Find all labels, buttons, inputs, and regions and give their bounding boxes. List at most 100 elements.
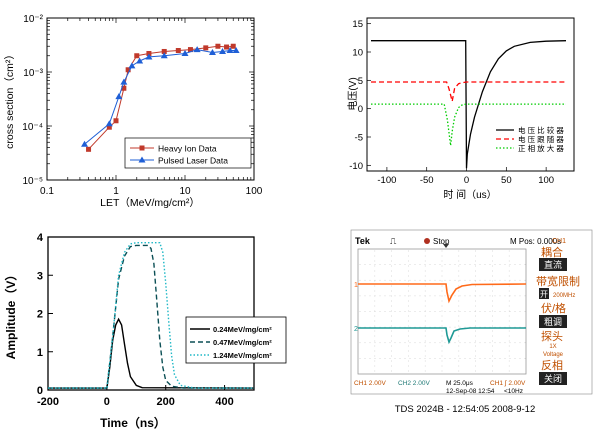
grid-dot xyxy=(492,330,493,332)
grid-dot xyxy=(508,360,510,362)
grid-dot xyxy=(424,360,426,362)
grid-dot xyxy=(414,264,416,266)
grid-dot xyxy=(475,270,476,272)
comparator-voltage-chart: -100 -50 0 50 100 -10 -5 0 5 10 15 时 间（us） 电压(V) 电… xyxy=(300,0,600,215)
grid-dot xyxy=(514,279,516,281)
grid-dot xyxy=(489,279,491,281)
grid-dot xyxy=(439,264,441,266)
grid-dot xyxy=(475,330,476,332)
grid-dot xyxy=(458,270,460,272)
grid-dot xyxy=(391,300,392,302)
grid-dot xyxy=(492,355,493,357)
grid-dot xyxy=(489,311,491,312)
grid-dot xyxy=(424,290,426,292)
grid-dot xyxy=(504,357,506,359)
grid-dot xyxy=(484,295,486,297)
stop-icon xyxy=(424,238,430,244)
grid-dot xyxy=(408,350,409,352)
data-point xyxy=(134,53,140,59)
grid-dot xyxy=(364,295,366,297)
coupling-value[interactable]: 直流 xyxy=(544,259,562,270)
grid-dot xyxy=(384,311,386,312)
grid-dot xyxy=(441,285,443,287)
vdiv-value[interactable]: 粗调 xyxy=(544,316,562,327)
grid-dot xyxy=(424,295,426,297)
vdiv-label[interactable]: 伏/格 xyxy=(541,301,566,315)
grid-dot xyxy=(492,360,493,362)
grid-dot xyxy=(492,365,493,367)
grid-dot xyxy=(424,342,426,344)
grid-dot xyxy=(414,279,416,281)
grid-dot xyxy=(508,255,510,257)
y-tick-label: 10⁻³ xyxy=(23,68,43,79)
grid-dot xyxy=(391,295,392,297)
grid-dot xyxy=(484,264,486,266)
data-point xyxy=(128,62,136,69)
grid-dot xyxy=(391,340,392,342)
menu-header: CH1 xyxy=(552,238,566,245)
grid-dot xyxy=(424,275,426,277)
grid-dot xyxy=(492,280,493,282)
grid-dot xyxy=(399,357,401,359)
graticule xyxy=(357,248,527,375)
x-tick-label: 100 xyxy=(538,175,554,186)
grid-dot xyxy=(369,264,371,266)
grid-dot xyxy=(434,342,436,344)
grid-dot xyxy=(499,295,501,297)
grid-dot xyxy=(458,255,460,257)
data-point xyxy=(115,93,123,100)
grid-dot xyxy=(441,280,443,282)
grid-dot xyxy=(504,264,506,266)
data-point xyxy=(121,85,127,91)
coupling-label[interactable]: 耦合 xyxy=(541,245,563,259)
grid-dot xyxy=(519,264,521,266)
plot-frame xyxy=(366,17,575,172)
grid-dot xyxy=(379,279,381,281)
grid-dot xyxy=(459,279,461,281)
grid-dot xyxy=(404,342,406,344)
grid-dot xyxy=(441,255,443,257)
grid-dot xyxy=(519,295,521,297)
y-tick-label: 0 xyxy=(358,104,363,115)
grid-dot xyxy=(441,300,443,302)
invert-value[interactable]: 关闭 xyxy=(544,373,562,384)
grid-dot xyxy=(508,345,510,347)
grid-dot xyxy=(519,279,521,281)
grid-dot xyxy=(469,279,471,281)
grid-dot xyxy=(404,311,406,312)
probe-label[interactable]: 探头 xyxy=(541,330,563,343)
data-point xyxy=(232,47,240,54)
ch2-scale: CH2 2.00V xyxy=(398,380,430,387)
data-point xyxy=(181,50,189,57)
grid-dot xyxy=(441,290,443,292)
grid-dot xyxy=(364,279,366,281)
grid-dot xyxy=(499,279,501,281)
series-line xyxy=(88,45,234,150)
grid-dot xyxy=(374,305,376,307)
grid-dot xyxy=(374,335,376,337)
invert-label[interactable]: 反相 xyxy=(541,359,563,372)
grid-dot xyxy=(408,320,409,322)
grid-dot xyxy=(449,342,451,344)
legend-label: 正 相 放 大 器 xyxy=(518,143,564,153)
data-point xyxy=(136,57,144,64)
grid-dot xyxy=(475,325,476,327)
grid-dot xyxy=(519,357,521,359)
grid-dot xyxy=(424,270,426,272)
grid-dot xyxy=(458,260,460,262)
grid-dot xyxy=(492,305,493,307)
grid-dot xyxy=(374,325,376,327)
grid-dot xyxy=(434,264,436,266)
bandwidth-label[interactable]: 带宽限制 xyxy=(536,274,580,288)
ch1-marker: 1 xyxy=(354,282,358,289)
grid-dot xyxy=(458,370,460,372)
grid-dot xyxy=(459,295,461,297)
grid-dot xyxy=(399,295,401,297)
grid-dot xyxy=(458,295,460,297)
grid-dot xyxy=(492,275,493,277)
legend-label: 0.47MeV/mg/cm² xyxy=(213,338,272,347)
data-point xyxy=(81,140,89,147)
bandwidth-value[interactable]: 开 xyxy=(540,290,548,299)
y-tick-label: 15 xyxy=(352,19,363,30)
grid-dot xyxy=(504,279,506,281)
